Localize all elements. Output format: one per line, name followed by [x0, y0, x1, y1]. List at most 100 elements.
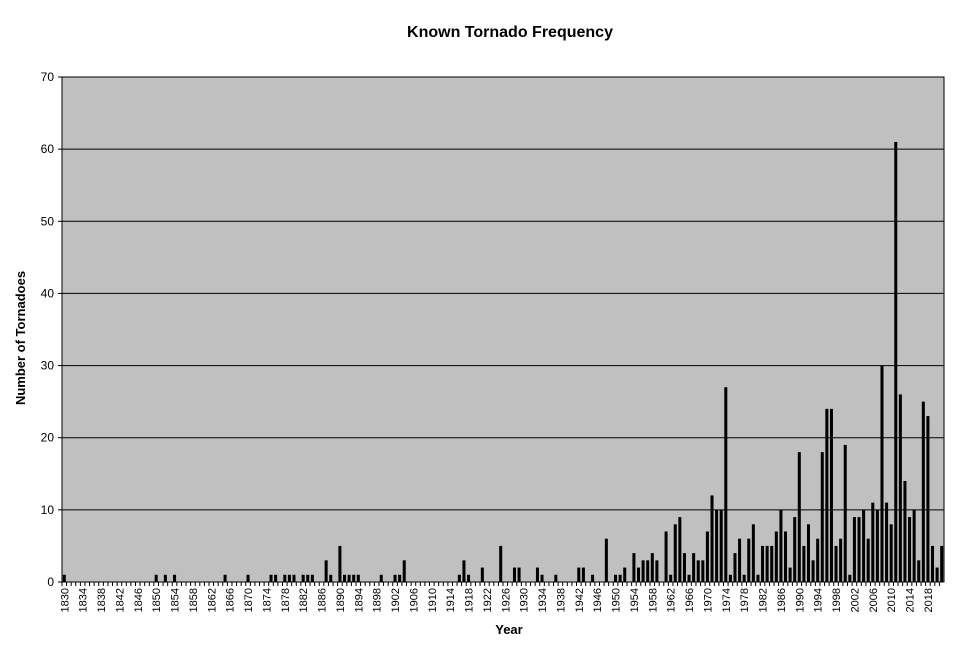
- bar: [802, 545, 806, 582]
- x-tick-label: 1906: [408, 588, 420, 612]
- bar: [641, 560, 645, 582]
- bar: [930, 545, 935, 582]
- bar: [742, 574, 746, 582]
- bar: [292, 574, 296, 582]
- bar: [885, 502, 889, 582]
- y-tick-label: 50: [41, 214, 55, 228]
- bar: [912, 509, 916, 582]
- y-tick-label: 10: [41, 503, 55, 517]
- x-tick-label: 1994: [813, 588, 825, 612]
- x-tick-label: 1938: [555, 588, 567, 612]
- bar: [274, 574, 278, 582]
- y-axis-label: Number of Tornadoes: [13, 271, 28, 405]
- bar: [898, 394, 902, 582]
- y-tick-label: 40: [41, 286, 55, 300]
- bar: [839, 538, 843, 582]
- bar: [342, 574, 347, 582]
- x-tick-label: 1854: [170, 588, 182, 612]
- x-tick-label: 1874: [261, 588, 273, 612]
- bar: [862, 509, 866, 582]
- x-tick-label: 1830: [59, 588, 71, 612]
- x-tick-label: 1902: [390, 588, 402, 612]
- bar: [921, 401, 925, 582]
- x-tick-label: 1894: [353, 588, 365, 612]
- bar: [356, 574, 360, 582]
- bar: [825, 408, 829, 582]
- x-tick-label: 1926: [500, 588, 512, 612]
- bar: [154, 574, 158, 582]
- x-tick-label: 1998: [831, 588, 843, 612]
- x-tick-label: 2014: [905, 588, 917, 612]
- bar: [756, 574, 760, 582]
- bar: [770, 545, 774, 582]
- bar: [940, 545, 944, 582]
- bar: [632, 553, 636, 582]
- bar: [269, 574, 273, 582]
- bar: [287, 574, 291, 582]
- y-tick-label: 70: [41, 70, 55, 84]
- x-tick-label: 1950: [611, 588, 623, 612]
- bar: [581, 567, 585, 582]
- bar: [710, 495, 714, 582]
- x-tick-label: 1890: [335, 588, 347, 612]
- bar: [535, 567, 539, 582]
- x-tick-label: 1898: [372, 588, 384, 612]
- bar: [751, 524, 755, 582]
- bar: [655, 560, 659, 582]
- bar: [917, 560, 921, 582]
- x-axis-label: Year: [495, 622, 522, 637]
- bar: [306, 574, 310, 582]
- bar: [646, 560, 650, 582]
- bar: [682, 553, 686, 582]
- bar: [728, 574, 732, 582]
- bar: [540, 574, 544, 582]
- x-tick-label: 1870: [243, 588, 255, 612]
- bar: [738, 538, 742, 582]
- bar: [650, 553, 654, 582]
- x-tick-label: 1886: [317, 588, 329, 612]
- bar: [747, 538, 751, 582]
- bar: [797, 452, 801, 582]
- y-tick-label: 0: [47, 575, 54, 589]
- bar: [848, 574, 852, 582]
- chart-title: Known Tornado Frequency: [407, 24, 613, 41]
- bar: [719, 509, 723, 582]
- y-tick-label: 30: [41, 359, 55, 373]
- x-tick-label: 1966: [684, 588, 696, 612]
- bar: [866, 538, 870, 582]
- bar: [512, 567, 517, 582]
- x-tick-label: 1974: [721, 588, 733, 612]
- bar: [618, 574, 622, 582]
- x-tick-label: 1866: [225, 588, 237, 612]
- bar: [692, 553, 696, 582]
- bar: [246, 574, 250, 582]
- bar: [880, 365, 884, 582]
- bar: [163, 574, 167, 582]
- x-tick-label: 1862: [206, 588, 218, 612]
- bar: [480, 567, 484, 582]
- bar: [591, 574, 595, 582]
- x-tick-label: 1946: [592, 588, 604, 612]
- x-tick-label: 1910: [427, 588, 439, 612]
- bar: [301, 574, 305, 582]
- bar: [788, 567, 792, 582]
- x-tick-label: 1922: [482, 588, 494, 612]
- bar: [701, 560, 705, 582]
- bar: [604, 538, 608, 582]
- bar: [393, 574, 397, 582]
- bar: [310, 574, 314, 582]
- bar: [664, 531, 668, 582]
- bar: [783, 531, 788, 582]
- bar: [715, 509, 719, 582]
- bar: [338, 545, 342, 582]
- x-tick-label: 1978: [739, 588, 751, 612]
- bar: [908, 517, 912, 582]
- bar: [834, 545, 838, 582]
- bar: [857, 517, 861, 582]
- bar: [889, 524, 893, 582]
- bar: [379, 574, 383, 582]
- x-tick-label: 1942: [574, 588, 586, 612]
- bar: [816, 538, 820, 582]
- bar: [926, 416, 930, 582]
